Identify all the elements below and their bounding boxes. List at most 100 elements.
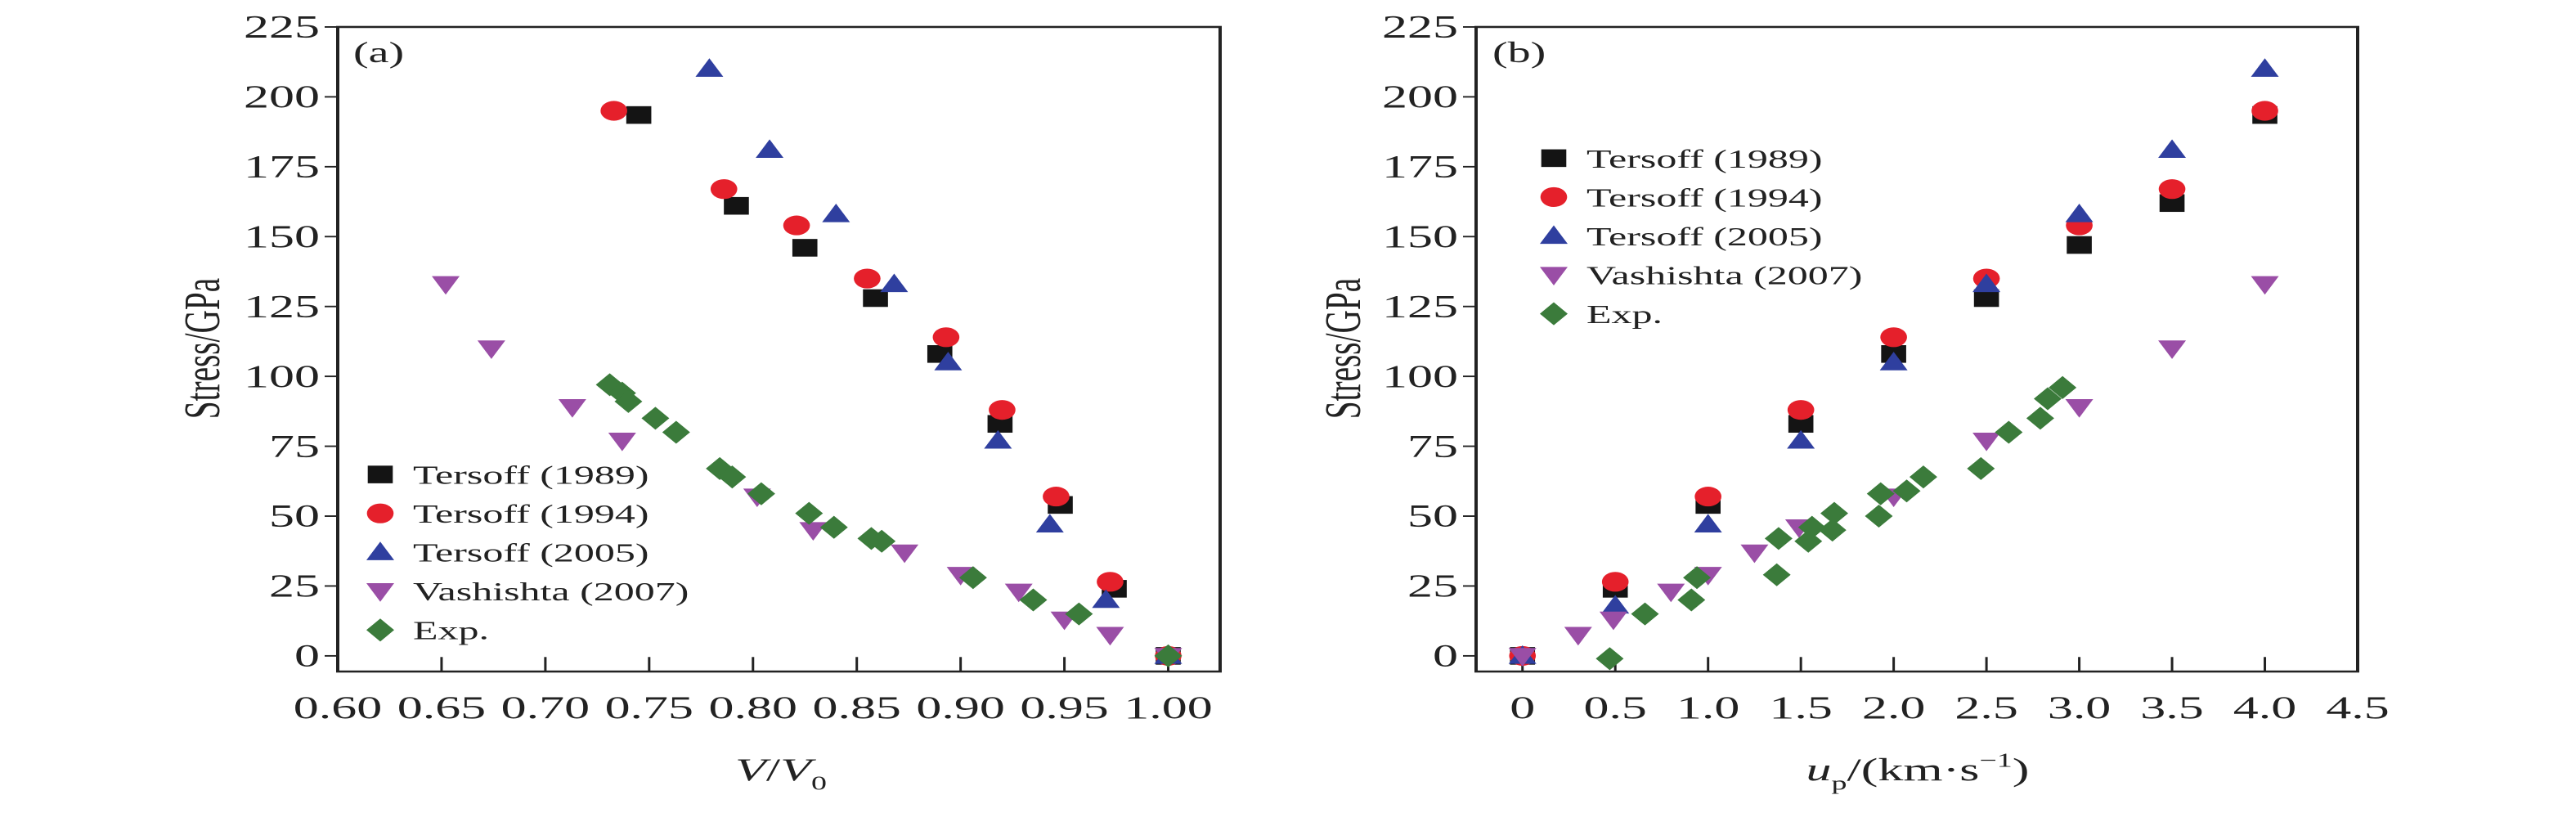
x-label-u: u — [1806, 752, 1832, 788]
y-tick-label: 175 — [1382, 149, 1458, 184]
data-point — [1787, 429, 1815, 449]
data-point — [863, 289, 888, 308]
data-point — [1764, 527, 1793, 550]
legend-marker — [1541, 149, 1567, 168]
panel-0-plot-area: (a)Stress/GPa V/V0 025507510012515017520… — [175, 10, 1222, 794]
panel-b-chart: (b) Stress/GPa up/(km·s−1) 0 25 50 75 100 125 1… — [1316, 10, 2389, 794]
data-point — [1657, 583, 1685, 603]
data-point — [2026, 406, 2054, 430]
series-vashishta-2007- — [1508, 276, 2279, 667]
y-tick-label: 225 — [1382, 10, 1458, 45]
panel-a-y-axis-label: Stress/GPa — [175, 278, 231, 419]
data-point — [934, 352, 963, 371]
legend-label: Vashishta (2007) — [1586, 262, 1862, 290]
x-tick-label: 2.5 — [1954, 690, 2017, 725]
panel-b-label: (b) — [1492, 37, 1546, 69]
y-tick-label: 25 — [269, 568, 320, 604]
x-tick-label: 0.85 — [812, 690, 900, 725]
data-point — [2065, 204, 2094, 222]
data-point — [614, 389, 643, 413]
data-point — [1035, 514, 1064, 532]
x-label-v: V — [735, 752, 771, 788]
data-point — [432, 276, 460, 295]
x-label-sup: −1 — [1979, 749, 2012, 771]
data-point — [1880, 327, 1907, 348]
x-tick-label: 3.5 — [2140, 690, 2203, 725]
legend-marker — [366, 541, 394, 560]
panel-b-y-axis-label: Stress/GPa — [1316, 278, 1371, 419]
data-point — [1820, 501, 1849, 525]
x-tick-label: 4.0 — [2233, 690, 2296, 725]
data-point — [695, 58, 724, 77]
data-point — [747, 482, 775, 505]
legend-label: Tersoff (1994) — [1586, 184, 1823, 213]
panel-a-label: (a) — [353, 37, 404, 69]
panel-b-x-axis-label: up/(km·s−1) — [1806, 749, 2030, 793]
x-tick-label: 0.95 — [1020, 690, 1108, 725]
x-label-v0: V — [780, 752, 816, 788]
data-point — [819, 515, 848, 539]
data-point — [756, 139, 784, 159]
data-point — [1092, 589, 1120, 609]
data-point — [641, 406, 670, 430]
data-point — [891, 544, 919, 564]
x-label-sub: 0 — [811, 772, 827, 794]
data-point — [1892, 479, 1921, 503]
data-point — [626, 106, 652, 124]
x-label-sub-p: p — [1832, 772, 1847, 794]
series-exp- — [595, 373, 1183, 667]
data-point — [1972, 433, 2001, 451]
legend-marker — [366, 618, 394, 642]
y-tick-label: 0 — [1433, 638, 1458, 673]
data-point — [1879, 352, 1908, 371]
x-label-sep: / — [766, 752, 781, 788]
data-point — [1762, 563, 1791, 586]
data-point — [1866, 482, 1895, 505]
plot-frame — [336, 25, 1222, 673]
panel-a-chart: (a)Stress/GPa V/V0 025507510012515017520… — [175, 10, 1222, 794]
data-point — [1972, 273, 2001, 293]
legend-label: Tersoff (1989) — [413, 461, 649, 490]
data-point — [1865, 505, 1893, 528]
x-tick-label: 1.5 — [1769, 690, 1832, 725]
data-point — [662, 420, 690, 444]
data-point — [987, 415, 1013, 433]
x-tick-label: 4.5 — [2326, 690, 2389, 725]
data-point — [984, 429, 1012, 449]
data-point — [1043, 487, 1070, 507]
data-point — [1631, 602, 1659, 626]
data-point — [795, 501, 824, 525]
x-tick-label: 0.5 — [1583, 690, 1646, 725]
y-tick-label: 25 — [1407, 568, 1458, 604]
data-point — [2251, 276, 2279, 295]
data-point — [558, 399, 586, 418]
data-point — [2159, 194, 2185, 213]
data-point — [1096, 627, 1124, 646]
data-point — [608, 433, 636, 451]
data-point — [989, 400, 1016, 420]
x-tick-label: 0.90 — [916, 690, 1004, 725]
data-point — [854, 268, 881, 289]
x-tick-label: 0.60 — [294, 690, 382, 725]
data-point — [724, 196, 749, 215]
legend-label: Exp. — [413, 617, 489, 645]
x-label-close: ) — [2013, 752, 2030, 788]
data-point — [1694, 487, 1722, 507]
legend-label: Exp. — [1586, 301, 1663, 330]
legend-label: Tersoff (2005) — [1586, 223, 1823, 252]
y-tick-label: 200 — [1382, 79, 1458, 115]
y-tick-label: 175 — [244, 149, 320, 184]
y-tick-label: 225 — [244, 10, 320, 45]
panel-1-plot-area: (b) Stress/GPa up/(km·s−1) 0 25 50 75 100 125 1… — [1316, 10, 2389, 794]
y-tick-label: 125 — [1382, 289, 1458, 324]
legend-marker — [1540, 225, 1568, 245]
data-point — [1787, 400, 1815, 420]
data-point — [1909, 465, 1937, 489]
data-point — [1740, 544, 1769, 564]
data-point — [799, 522, 828, 541]
data-point — [932, 327, 960, 348]
x-tick-label: 2.0 — [1862, 690, 1925, 725]
data-point — [1599, 611, 1627, 631]
series-tersoff-1994- — [600, 101, 1182, 666]
